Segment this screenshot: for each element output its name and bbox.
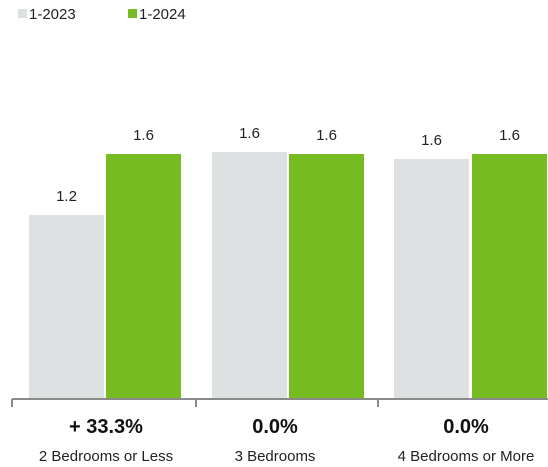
bar-value-label: 1.6 xyxy=(499,127,520,144)
legend-label: 1-2024 xyxy=(139,6,186,23)
change-label: + 33.3% xyxy=(69,416,143,438)
legend-label: 1-2023 xyxy=(29,6,76,23)
bar-value-label: 1.6 xyxy=(316,127,337,144)
bar-value-label: 1.2 xyxy=(56,188,77,205)
bar-value-label: 1.6 xyxy=(421,132,442,149)
bar-1-2023 xyxy=(212,152,287,398)
bar-value-label: 1.6 xyxy=(239,125,260,142)
bar-1-2024 xyxy=(106,154,181,398)
legend-swatch xyxy=(128,9,137,18)
change-label: 0.0% xyxy=(252,416,298,438)
bar-1-2024 xyxy=(472,154,547,398)
bar-1-2023 xyxy=(394,159,469,398)
bar-1-2023 xyxy=(29,215,104,398)
bar-value-label: 1.6 xyxy=(133,127,154,144)
legend-swatch xyxy=(18,9,27,18)
category-label: 4 Bedrooms or More xyxy=(398,448,535,465)
category-label: 3 Bedrooms xyxy=(235,448,316,465)
change-label: 0.0% xyxy=(443,416,489,438)
bar-1-2024 xyxy=(289,154,364,398)
legend-item-0: 1-2023 xyxy=(18,6,76,23)
legend-item-1: 1-2024 xyxy=(128,6,186,23)
category-label: 2 Bedrooms or Less xyxy=(39,448,173,465)
